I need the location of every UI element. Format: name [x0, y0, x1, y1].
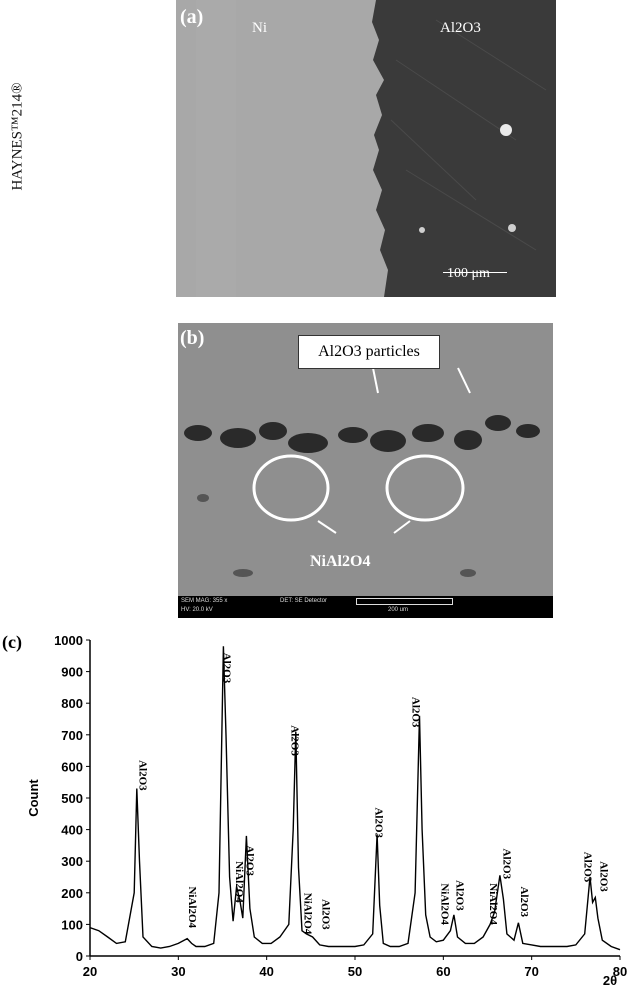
x-tick-label: 70	[524, 964, 538, 979]
sem-det: DET: SE Detector	[280, 598, 328, 604]
y-tick-label: 700	[61, 728, 83, 743]
peak-annotation: Al2O3	[598, 861, 610, 892]
y-tick-label: 300	[61, 854, 83, 869]
x-tick-label: 40	[259, 964, 273, 979]
y-axis-label: Count	[26, 779, 41, 817]
y-tick-label: 200	[61, 886, 83, 901]
peak-annotation: Al2O3	[454, 880, 466, 911]
x-tick-label: 20	[83, 964, 97, 979]
micrograph-a-image	[176, 0, 556, 297]
peak-annotation: NiAl2O4	[439, 883, 451, 925]
peak-annotation: Al2O3	[136, 760, 148, 791]
x-tick-label: 60	[436, 964, 450, 979]
xrd-trace	[89, 646, 621, 951]
scale-bar-a	[443, 272, 507, 273]
al2o3-label: Al2O3	[440, 20, 481, 36]
peak-annotation: Al2O3	[220, 653, 232, 684]
micrograph-b-image	[178, 323, 553, 618]
y-tick-label: 500	[61, 791, 83, 806]
sem-mag: SEM MAG: 355 x	[181, 598, 228, 604]
peak-annotation: Al2O3	[582, 852, 594, 883]
peak-annotation: Al2O3	[288, 725, 300, 756]
peak-annotation: Al2O3	[518, 886, 530, 917]
peak-annotation: NiAl2O4	[302, 893, 314, 935]
sem-hv: HV: 20.0 kV	[181, 607, 213, 613]
x-tick-label: 80	[613, 964, 627, 979]
scale-bar-a-label: 100 μm	[447, 266, 490, 281]
haynes-label: HAYNES™214®	[9, 82, 26, 191]
y-tick-label: 0	[76, 949, 83, 964]
peak-annotation: NiAl2O4	[487, 883, 499, 925]
sem-info-strip: SEM MAG: 355 x HV: 20.0 kV DET: SE Detec…	[178, 596, 553, 618]
micrograph-b	[178, 323, 553, 618]
panel-a-letter: (a)	[180, 6, 204, 28]
x-tick-label: 30	[171, 964, 185, 979]
sem-scale-bar	[356, 598, 453, 605]
panel-b-letter: (b)	[180, 327, 205, 349]
peak-annotation: Al2O3	[243, 845, 255, 876]
peak-annotation: Al2O3	[319, 899, 331, 930]
panel-c-letter: (c)	[2, 632, 22, 653]
y-tick-label: 400	[61, 823, 83, 838]
y-tick-label: 1000	[54, 633, 83, 648]
x-tick-label: 50	[348, 964, 362, 979]
y-tick-label: 100	[61, 917, 83, 932]
y-tick-label: 800	[61, 696, 83, 711]
xrd-chart: (c) 0 100 200 300 400 500 600 700 800 900 1000 20 3…	[2, 632, 627, 988]
ni-label: Ni	[252, 20, 267, 36]
particles-callout: Al2O3 particles	[298, 335, 440, 369]
y-tick-label: 900	[61, 665, 83, 680]
peak-annotation: Al2O3	[372, 807, 384, 838]
peak-annotation: Al2O3	[500, 849, 512, 880]
micrograph-a	[176, 0, 556, 297]
peak-annotation: NiAl2O4	[233, 861, 245, 903]
sem-scale-label: 200 um	[388, 607, 409, 613]
x-axis-label: 2θ	[603, 973, 617, 988]
peak-annotation: Al2O3	[409, 697, 421, 728]
y-tick-label: 600	[61, 759, 83, 774]
nial2o4-label: NiAl2O4	[310, 553, 371, 570]
peak-annotation: NiAl2O4	[186, 886, 198, 928]
